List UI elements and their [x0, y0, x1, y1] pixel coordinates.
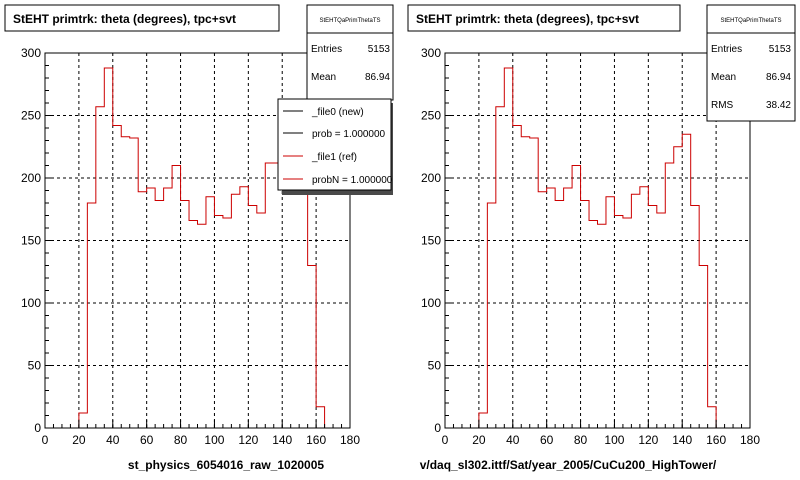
left-stats-entries-value: 5153 — [368, 44, 391, 55]
right-xtick-label: 60 — [540, 433, 554, 447]
legend-label-probn: probN = 1.000000 — [312, 175, 393, 186]
right-ytick-label: 50 — [428, 359, 442, 373]
right-stats-name: StEHTQaPrimThetaTS — [720, 18, 781, 24]
right-xtick-label: 20 — [472, 433, 486, 447]
left-ytick-label: 250 — [21, 109, 41, 123]
left-stats-box — [306, 4, 394, 101]
left-ytick-label: 100 — [21, 296, 41, 310]
left-ytick-label: 200 — [21, 171, 41, 185]
right-histogram-line — [445, 67, 750, 429]
left-xtick-label: 100 — [204, 433, 224, 447]
left-panel: StEHT primtrk: theta (degrees), tpc+svt … — [4, 4, 394, 472]
left-xtick-label: 60 — [140, 433, 154, 447]
legend-label-file0: _file0 (new) — [311, 107, 364, 118]
right-ytick-label: 150 — [421, 234, 441, 248]
left-xtick-label: 80 — [174, 433, 188, 447]
left-xtick-label: 160 — [306, 433, 326, 447]
right-plot-area: 0 20 40 60 80 100 120 140 160 180 0 50 100 150 200 250 3… — [421, 46, 760, 447]
right-stats-entries-value: 5153 — [769, 44, 792, 55]
left-stats-entries-label: Entries — [311, 44, 342, 55]
right-ytick-label: 100 — [421, 296, 441, 310]
left-xlabel: st_physics_6054016_raw_1020005 — [128, 458, 324, 472]
left-xtick-label: 120 — [238, 433, 258, 447]
right-xtick-label: 160 — [706, 433, 726, 447]
right-ytick-label: 0 — [434, 421, 441, 435]
left-stats-mean-label: Mean — [311, 72, 336, 83]
left-plot-area: 0 20 40 60 80 100 120 140 160 180 0 50 100 150 200 250 3… — [21, 46, 360, 447]
right-stats-mean-label: Mean — [711, 72, 736, 83]
left-title: StEHT primtrk: theta (degrees), tpc+svt — [13, 12, 236, 26]
right-stats-box — [706, 4, 796, 122]
right-xtick-label: 0 — [442, 433, 449, 447]
left-stats-mean-value: 86.94 — [365, 72, 390, 83]
left-ytick-label: 150 — [21, 234, 41, 248]
left-stats-name: StEHTQaPrimThetaTS — [319, 18, 380, 24]
right-xtick-label: 140 — [672, 433, 692, 447]
right-stats-mean-value: 86.94 — [766, 72, 791, 83]
right-xtick-label: 120 — [638, 433, 658, 447]
left-ytick-label: 300 — [21, 46, 41, 60]
left-ytick-label: 0 — [34, 421, 41, 435]
right-xtick-label: 40 — [506, 433, 520, 447]
right-xtick-label: 100 — [604, 433, 624, 447]
left-xtick-label: 180 — [340, 433, 360, 447]
left-xtick-label: 40 — [106, 433, 120, 447]
legend-label-file1: _file1 (ref) — [311, 152, 357, 163]
right-ytick-label: 250 — [421, 109, 441, 123]
right-title-box — [407, 4, 681, 32]
right-xtick-label: 80 — [574, 433, 588, 447]
left-title-box — [4, 4, 280, 32]
right-xtick-label: 180 — [740, 433, 760, 447]
right-panel: StEHT primtrk: theta (degrees), tpc+svt … — [407, 4, 796, 472]
right-stats-rms-label: RMS — [711, 100, 734, 111]
left-legend: _file0 (new) prob = 1.000000 _file1 (ref… — [277, 98, 393, 195]
right-ytick-label: 200 — [421, 171, 441, 185]
left-xtick-label: 140 — [272, 433, 292, 447]
right-xlabel: v/daq_sl302.ittf/Sat/year_2005/CuCu200_H… — [420, 458, 717, 472]
right-ytick-label: 300 — [421, 46, 441, 60]
legend-label-prob: prob = 1.000000 — [312, 129, 386, 140]
right-title: StEHT primtrk: theta (degrees), tpc+svt — [416, 12, 639, 26]
right-stats-entries-label: Entries — [711, 44, 742, 55]
left-xtick-label: 20 — [72, 433, 86, 447]
left-ytick-label: 50 — [28, 359, 42, 373]
left-xtick-label: 0 — [42, 433, 49, 447]
right-stats-rms-value: 38.42 — [766, 100, 791, 111]
